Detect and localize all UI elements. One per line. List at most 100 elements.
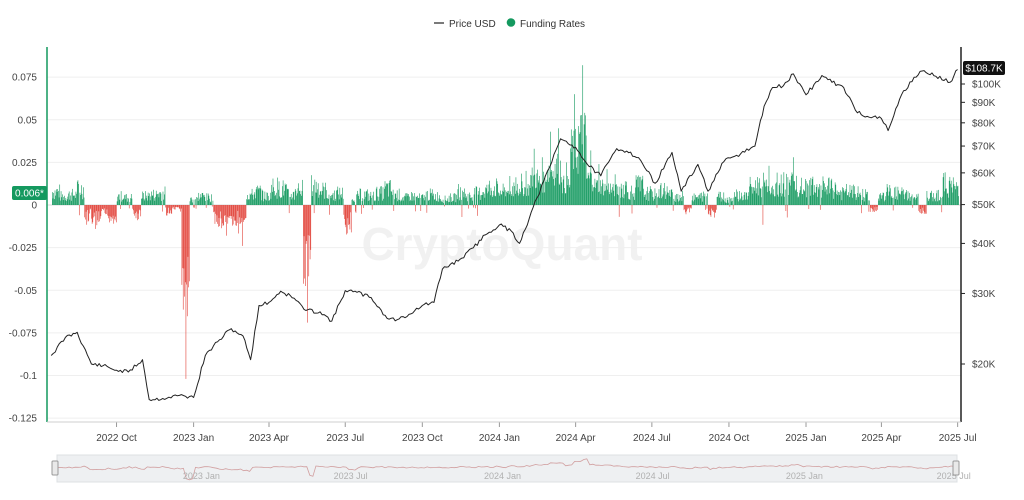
- funding-bar: [797, 192, 798, 205]
- funding-bar: [311, 196, 313, 205]
- funding-bar: [564, 188, 565, 205]
- funding-bar: [409, 201, 411, 205]
- funding-bar: [686, 205, 687, 212]
- funding-bar: [622, 184, 624, 205]
- funding-bar: [456, 199, 458, 205]
- funding-bar: [384, 188, 385, 205]
- funding-bar: [756, 188, 758, 205]
- funding-bar: [92, 205, 94, 223]
- funding-bar: [299, 190, 301, 205]
- funding-rate-bars: [52, 65, 959, 379]
- funding-bar: [193, 205, 194, 208]
- funding-bar: [942, 196, 943, 205]
- funding-bar: [328, 198, 329, 205]
- funding-bar: [142, 191, 144, 205]
- funding-bar: [695, 197, 697, 205]
- funding-bar: [673, 198, 675, 205]
- funding-bar: [250, 194, 252, 205]
- x-tick-label: 2025 Jan: [785, 433, 826, 444]
- funding-bar: [396, 197, 397, 205]
- range-navigator[interactable]: 2023 Jan 2023 Jul 2024 Jan 2024 Jul 2025 Jan…: [51, 454, 971, 483]
- funding-bar: [907, 191, 909, 205]
- funding-bar: [767, 192, 768, 205]
- funding-bar: [863, 196, 864, 205]
- funding-bar: [921, 205, 922, 214]
- funding-bar: [108, 205, 109, 219]
- left-tick-label: -0.025: [9, 243, 38, 254]
- funding-bar: [146, 195, 148, 205]
- funding-bar: [732, 205, 734, 210]
- funding-bar: [285, 185, 287, 205]
- funding-bar: [665, 198, 667, 205]
- funding-bar: [621, 188, 623, 205]
- funding-bar: [314, 179, 316, 205]
- funding-bar: [83, 187, 84, 205]
- funding-bar: [414, 193, 416, 205]
- funding-bar: [768, 186, 769, 205]
- funding-bar: [921, 205, 923, 214]
- funding-bar: [530, 174, 532, 205]
- funding-bar: [128, 198, 129, 205]
- funding-bar: [369, 200, 370, 205]
- funding-bar: [105, 205, 107, 215]
- funding-bar: [351, 199, 353, 205]
- funding-bar: [848, 192, 849, 205]
- funding-bar: [894, 199, 896, 205]
- funding-bar: [816, 184, 818, 205]
- funding-bar: [824, 183, 825, 205]
- funding-bar: [643, 188, 644, 205]
- funding-bar: [505, 196, 507, 205]
- funding-bar: [915, 198, 917, 205]
- funding-bar: [114, 205, 115, 219]
- funding-bar: [72, 195, 74, 205]
- funding-bar: [493, 190, 494, 205]
- funding-bar: [704, 193, 706, 205]
- funding-bar: [565, 193, 567, 205]
- funding-bar: [908, 198, 909, 205]
- funding-bar: [657, 197, 658, 205]
- funding-bar: [206, 193, 208, 205]
- funding-bar: [681, 201, 683, 205]
- funding-bar: [288, 205, 290, 214]
- funding-bar: [703, 191, 704, 205]
- funding-bar: [734, 196, 736, 205]
- funding-bar: [400, 201, 401, 205]
- funding-bar: [78, 205, 80, 216]
- funding-bar: [535, 187, 537, 205]
- funding-bar: [184, 205, 186, 283]
- funding-bar: [840, 190, 841, 205]
- funding-bar: [354, 201, 355, 205]
- funding-bar: [765, 179, 767, 205]
- navigator-tick-label: 2024 Jul: [636, 471, 670, 481]
- funding-bar: [259, 188, 260, 205]
- funding-bar: [726, 202, 727, 205]
- funding-bar: [313, 185, 314, 205]
- funding-bar: [650, 189, 652, 205]
- funding-bar: [299, 191, 300, 205]
- funding-bar: [849, 197, 850, 205]
- funding-bar: [840, 191, 842, 205]
- funding-bar: [846, 195, 848, 205]
- funding-bar: [695, 194, 696, 205]
- funding-bar: [620, 183, 622, 205]
- funding-bar: [95, 205, 97, 211]
- funding-bar: [264, 191, 266, 205]
- funding-bar: [465, 198, 467, 205]
- funding-bar: [240, 205, 242, 223]
- funding-bar: [755, 180, 756, 205]
- funding-bar: [66, 201, 67, 205]
- navigator-right-handle[interactable]: [952, 460, 960, 476]
- funding-bar: [337, 186, 339, 205]
- funding-bar: [853, 193, 855, 205]
- funding-bar: [225, 205, 227, 222]
- x-axis-ticks: 2022 Oct 2023 Jan 2023 Apr 2023 Jul 2023 Oct…: [47, 421, 977, 444]
- funding-bar: [551, 170, 552, 205]
- funding-bar: [312, 191, 314, 205]
- funding-bar: [925, 205, 926, 214]
- funding-bar: [919, 205, 920, 213]
- right-tick-label: $40K: [972, 239, 996, 250]
- funding-bar: [118, 194, 119, 205]
- funding-bar: [545, 181, 547, 205]
- navigator-left-handle[interactable]: [51, 460, 59, 476]
- funding-bar: [606, 169, 608, 205]
